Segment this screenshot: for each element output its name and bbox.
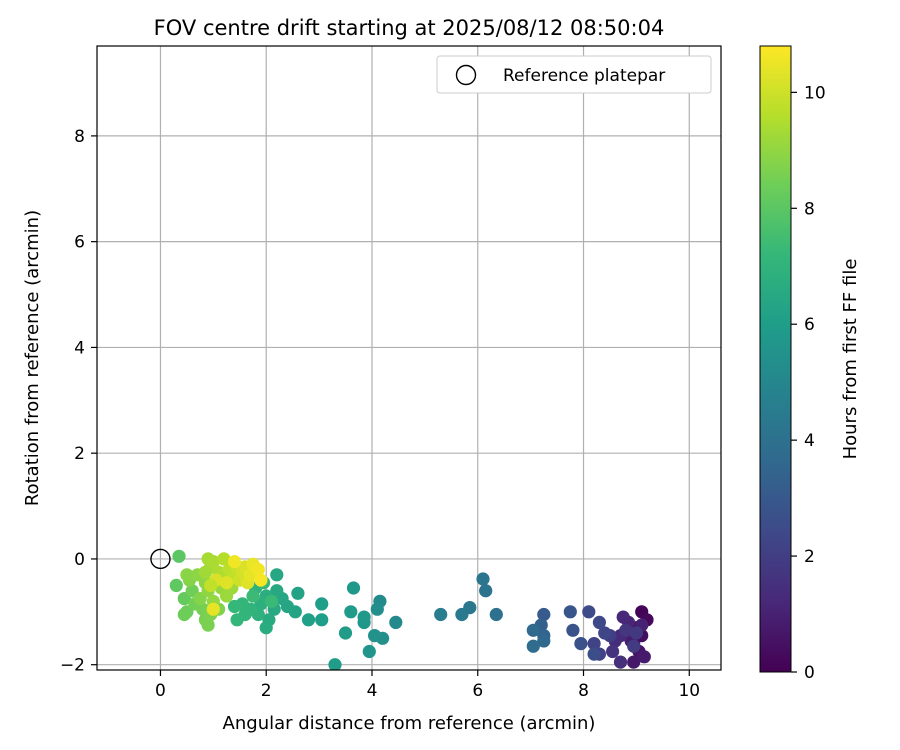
- data-point: [526, 639, 540, 653]
- data-point: [582, 605, 596, 619]
- colorbar-gradient: [759, 45, 792, 673]
- data-point: [537, 607, 551, 622]
- data-point: [357, 610, 371, 624]
- data-point: [254, 573, 268, 587]
- data-point: [370, 602, 384, 616]
- colorbar-tick-label: 4: [804, 431, 815, 451]
- data-point: [259, 621, 273, 635]
- data-point: [389, 615, 403, 630]
- colorbar-tick-label: 8: [804, 199, 815, 219]
- data-point: [206, 602, 220, 616]
- x-tick-label: 0: [155, 681, 166, 701]
- data-point: [180, 568, 194, 582]
- y-tick-label: 0: [74, 550, 85, 570]
- data-point: [328, 658, 342, 670]
- data-point: [627, 639, 641, 653]
- data-point: [587, 637, 601, 651]
- grid-lines: [97, 46, 721, 670]
- colorbar-tick-label: 10: [804, 83, 826, 103]
- data-point: [217, 552, 231, 566]
- data-point: [251, 562, 265, 577]
- data-point: [598, 626, 612, 640]
- x-axis-label: Angular distance from reference (arcmin): [223, 713, 596, 734]
- data-point: [629, 626, 644, 640]
- data-point: [201, 618, 215, 632]
- y-tick-label: 2: [74, 444, 85, 464]
- data-point: [613, 655, 628, 669]
- data-point: [338, 626, 353, 640]
- colorbar-tick-label: 2: [804, 547, 815, 567]
- data-point: [479, 584, 493, 598]
- data-point: [220, 576, 234, 590]
- data-point: [526, 623, 540, 637]
- data-point: [177, 607, 191, 622]
- y-tick-label: 8: [74, 127, 85, 147]
- x-tick-label: 10: [678, 681, 700, 701]
- legend-marker: [455, 64, 477, 86]
- data-point: [204, 578, 218, 593]
- data-point: [434, 607, 448, 622]
- data-point: [566, 623, 580, 637]
- colorbar-tick-label: 0: [804, 663, 815, 683]
- data-point: [270, 568, 284, 582]
- data-point: [637, 650, 651, 664]
- data-point: [301, 613, 316, 627]
- data-point: [344, 605, 358, 619]
- x-tick-label: 2: [261, 681, 272, 701]
- y-tick-label: 4: [74, 338, 85, 358]
- data-point: [291, 586, 305, 600]
- colorbar-label: Hours from first FF file: [840, 259, 861, 460]
- data-point: [606, 644, 620, 659]
- plot-frame: [96, 45, 722, 671]
- data-point: [206, 555, 220, 569]
- data-point: [476, 572, 490, 586]
- y-axis-label: Rotation from reference (arcmin): [22, 210, 43, 506]
- x-axis-ticks: 0 2 4 6 8 10: [155, 670, 700, 701]
- data-point: [489, 607, 503, 622]
- data-point: [227, 599, 242, 614]
- data-point: [368, 629, 382, 643]
- data-point: [315, 613, 329, 627]
- reference-platepar-marker: [150, 548, 171, 570]
- data-point: [169, 578, 183, 593]
- reference-marker: [150, 548, 171, 570]
- data-point: [264, 594, 279, 608]
- data-point: [537, 634, 551, 648]
- data-point: [592, 615, 607, 630]
- data-point: [455, 607, 469, 622]
- x-tick-label: 6: [472, 681, 483, 701]
- legend: Reference platepar: [436, 55, 712, 94]
- data-point: [619, 623, 633, 637]
- data-point: [230, 613, 244, 627]
- colorbar-ticks: 0 2 4 6 8 10: [791, 83, 826, 683]
- y-axis-ticks: −2 0 2 4 6 8: [60, 127, 97, 676]
- colorbar-tick-label: 6: [804, 315, 815, 335]
- data-point: [346, 581, 361, 595]
- data-point: [246, 589, 260, 603]
- y-tick-label: −2: [60, 656, 85, 676]
- x-tick-label: 4: [367, 681, 378, 701]
- y-tick-label: 6: [74, 233, 85, 253]
- chart-title: FOV centre drift starting at 2025/08/12 …: [154, 16, 665, 40]
- data-point: [587, 647, 601, 661]
- data-point: [362, 644, 376, 659]
- legend-box: [436, 55, 712, 94]
- legend-entry-label: Reference platepar: [503, 66, 665, 86]
- data-point: [574, 637, 588, 651]
- data-point: [315, 597, 329, 611]
- x-tick-label: 8: [578, 681, 589, 701]
- colorbar: 0 2 4 6 8 10 Hours from first FF file: [759, 45, 861, 683]
- data-point: [227, 555, 242, 569]
- data-point: [270, 584, 284, 598]
- data-points: [169, 549, 654, 670]
- data-point: [563, 605, 577, 619]
- data-point: [172, 549, 186, 563]
- data-point: [616, 610, 630, 624]
- data-point: [627, 655, 641, 669]
